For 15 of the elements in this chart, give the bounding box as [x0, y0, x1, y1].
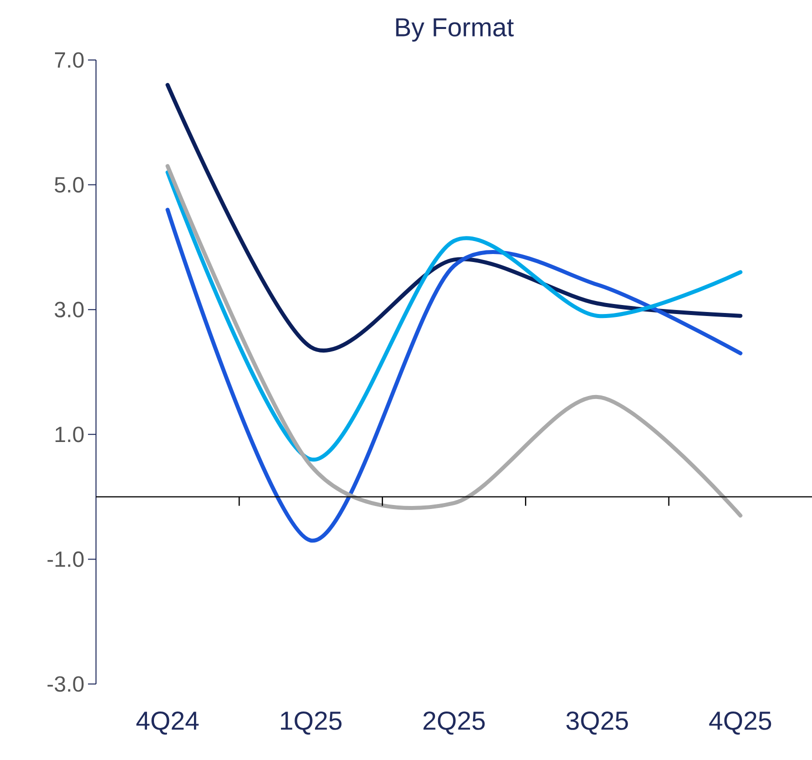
x-tick-label: 2Q25 [424, 712, 485, 735]
x-tick-label: 4Q25 [709, 712, 772, 735]
y-tick-label: 1.0 [56, 426, 84, 442]
y-tick-label: -3.0 [48, 676, 84, 692]
y-tick-label: 5.0 [54, 177, 84, 193]
y-tick-label: -1.0 [48, 551, 84, 567]
line-series [166, 208, 742, 542]
y-tick-label: 7.0 [55, 52, 84, 68]
x-tick-label: 3Q25 [566, 712, 628, 735]
chart-title: By Format [396, 18, 514, 42]
line-series [166, 164, 742, 518]
y-tick-label: 3.0 [54, 302, 84, 318]
line-series [166, 170, 742, 462]
x-tick-label: 1Q25 [280, 712, 342, 735]
x-tick-label: 4Q24 [136, 712, 199, 735]
